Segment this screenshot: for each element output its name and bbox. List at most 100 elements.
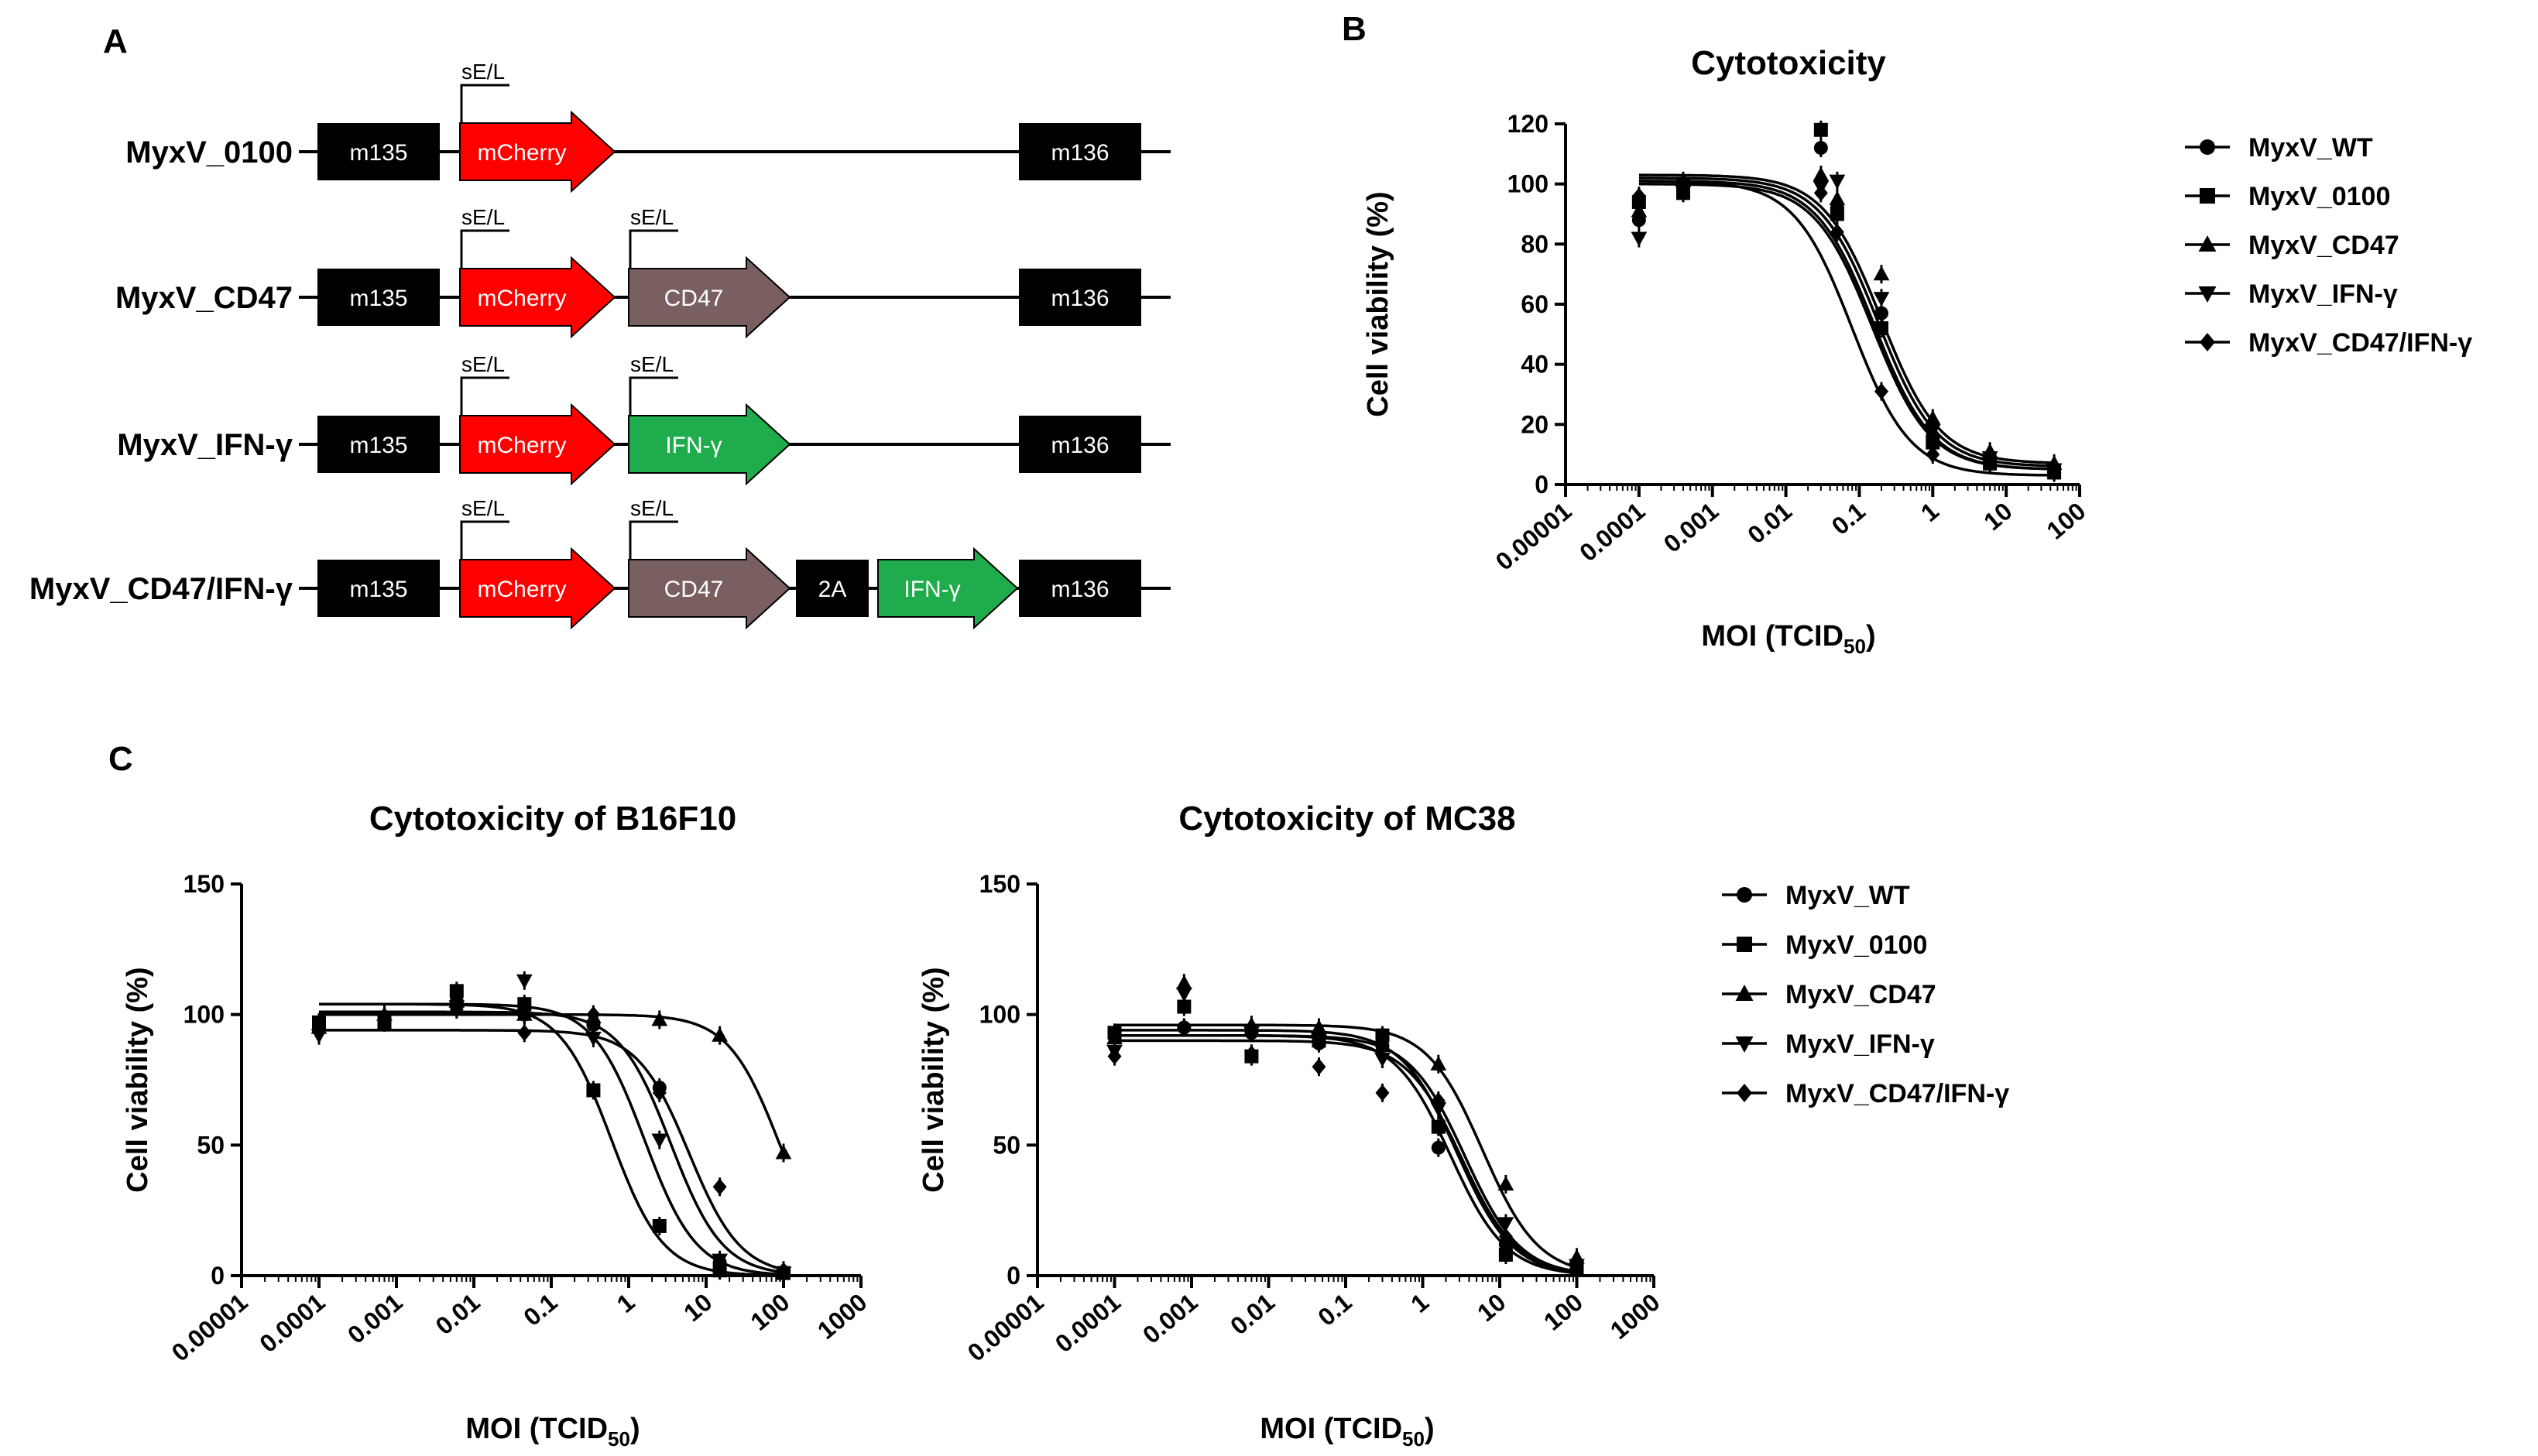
legend-label: MyxV_IFN-γ [1785,1029,1935,1059]
x-tick-label: 0.001 [1658,497,1723,558]
marker-triangle-up [1176,975,1192,990]
fit-curve [1114,1039,1577,1273]
gene-label: m135 [349,140,407,166]
gene-box [317,269,440,326]
gene-arrow [459,255,616,339]
legend-label: MyxV_CD47/IFN-γ [1785,1079,2009,1108]
marker-triangle-up [1829,190,1846,206]
panel-letter-c: C [108,740,133,778]
fit-curve [319,1012,785,1155]
marker-diamond [1569,1254,1584,1271]
element-m135: m135 [317,269,440,326]
fit-curve [1114,1033,1577,1273]
x-axis-label: MOI (TCID50) [465,1413,640,1451]
panel-a-construct-diagram: MyxV_0100 m135 mCherry sE/L m136 MyxV_CD47 m13… [29,60,1171,630]
fit-curve [1638,180,2058,477]
legend-item-myxv-ifn: MyxV_IFN-γ [2185,279,2398,309]
x-tick-label: 0.0001 [254,1288,330,1358]
y-tick-label: 0 [1535,471,1549,498]
marker-diamond [1813,184,1828,202]
marker-diamond [1983,455,1998,472]
marker-square [1926,435,1940,450]
marker-diamond [1874,382,1888,400]
series-myxv-cd47 [1631,166,2063,473]
y-tick-label: 100 [183,1001,225,1029]
x-tick-label: 1 [612,1288,640,1318]
marker-diamond [1498,1228,1513,1245]
marker-square [1431,1119,1446,1134]
element-ifn: IFN-γ [877,546,1019,630]
x-tick-label: 0.01 [1742,497,1797,550]
marker-circle [1737,887,1752,903]
marker-diamond [652,1084,667,1101]
gene-box [317,123,440,180]
legend-item-myxv-cd47-ifn: MyxV_CD47/IFN-γ [1722,1079,2009,1108]
marker-triangle-up [1873,266,1890,281]
series-myxv-cd47-ifn [1107,1018,1584,1273]
marker-triangle-down [712,1253,728,1269]
promoter-label: sE/L [461,496,505,520]
x-axis-label-close: ) [630,1413,640,1445]
y-tick-label: 40 [1521,351,1549,379]
legend-label: MyxV_0100 [2248,182,2390,211]
marker-diamond [1244,1045,1259,1063]
x-axis-label-subscript: 50 [608,1427,630,1451]
x-tick-label: 0.001 [1137,1288,1202,1349]
chart-b-cytotoxicity: Cytotoxicity 0 20 40 60 80 100 120 0.000010.0001… [1362,44,2090,658]
gene-box [1019,269,1141,326]
marker-square [1177,999,1192,1014]
element-m135: m135 [317,123,440,180]
x-tick-label: 0.00001 [1490,497,1577,576]
promoter-mark [460,376,509,416]
y-tick-label: 50 [993,1131,1020,1159]
marker-diamond [1675,175,1690,193]
construct-name: MyxV_CD47/IFN-γ [29,572,293,606]
marker-diamond [1431,1092,1446,1109]
marker-diamond [1107,1047,1122,1065]
legend-item-myxv-wt: MyxV_WT [1722,881,1910,910]
x-tick-label: 0.0001 [1050,1288,1126,1358]
x-tick-label: 100 [745,1288,794,1336]
panel-letter-b: B [1342,10,1367,48]
marker-diamond [312,1019,326,1036]
marker-triangle-up [1430,1055,1447,1071]
y-tick-label: 60 [1521,290,1549,318]
marker-square [1830,207,1844,221]
marker-triangle-down [1497,1217,1514,1232]
marker-diamond [586,1005,601,1023]
marker-square [1498,1248,1513,1262]
construct-myxv-cd47-ifn: MyxV_CD47/IFN-γ m135 mCherry sE/L CD47 sE/L 2A… [29,496,1171,630]
marker-diamond [449,1001,464,1018]
gene-label: mCherry [477,286,566,311]
x-axis-label: MOI (TCID50) [1701,620,1875,658]
gene-label: mCherry [477,433,566,458]
element-2a: 2A [796,560,869,617]
x-tick-label: 1 [1916,497,1944,527]
x-tick-label: 0.00001 [166,1288,253,1367]
x-axis-label-close: ) [1425,1413,1435,1445]
promoter-mark [629,520,678,560]
construct-myxv-0100: MyxV_0100 m135 mCherry sE/L m136 [125,60,1171,194]
gene-label: m136 [1051,140,1109,166]
promoter-mark [629,229,678,269]
legend-label: MyxV_CD47 [2248,231,2399,260]
element-m135: m135 [317,416,440,473]
promoter-label: sE/L [630,205,674,229]
marker-square [2200,188,2215,204]
x-axis-label-subscript: 50 [1402,1427,1425,1451]
marker-diamond [517,1024,532,1042]
y-tick-label: 20 [1521,410,1549,438]
y-tick-label: 100 [1507,170,1549,198]
legend-item-myxv-cd47: MyxV_CD47 [2185,231,2399,260]
series-myxv-ifn [1631,171,2063,479]
element-m136: m136 [1019,269,1141,326]
gene-arrow [459,403,616,486]
y-tick-label: 80 [1521,230,1549,258]
legend-item-myxv-ifn: MyxV_IFN-γ [1722,1029,1935,1059]
promoter-label: sE/L [461,60,505,84]
fit-curve [1114,1029,1577,1274]
promoter-mark [460,229,509,269]
x-axis-label-close: ) [1866,620,1876,653]
marker-circle [1431,1140,1446,1155]
marker-diamond [377,1013,392,1031]
